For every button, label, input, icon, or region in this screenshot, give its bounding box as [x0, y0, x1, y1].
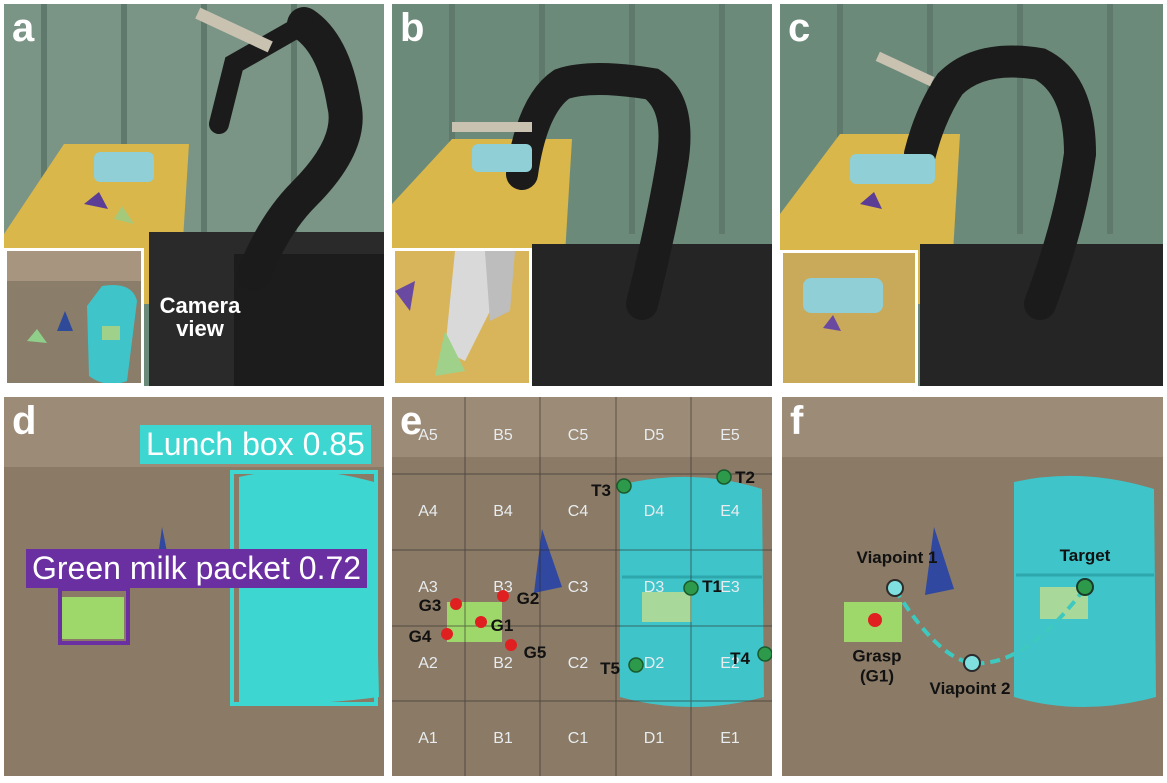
grid-cell-e4: E4 [720, 503, 740, 520]
grasp-label-g3: G3 [418, 596, 442, 615]
grid-cell-c2: C2 [567, 655, 589, 672]
target-label-t2: T2 [735, 468, 755, 487]
grid-cell-a3: A3 [418, 579, 438, 596]
panel-d: Lunch box 0.85 Green milk packet 0.72 d [4, 397, 384, 776]
panel-f-photo [782, 397, 1163, 776]
panel-label-a: a [12, 6, 35, 50]
milk-packet-bbox [58, 587, 130, 645]
grid-cell-c4: C4 [567, 503, 589, 520]
grasp-point [868, 613, 882, 627]
viapoint-2-label: Viapoint 2 [929, 678, 1011, 698]
target-label-t4: T4 [730, 649, 750, 668]
grid-cell-e3: E3 [720, 579, 740, 596]
grasp-g1-label: Grasp (G1) [852, 647, 901, 688]
panel-b: b [392, 4, 772, 386]
grid-cell-b1: B1 [493, 730, 513, 747]
grid-cell-e1: E1 [720, 730, 740, 747]
grid-cell-e5: E5 [720, 427, 740, 444]
grasp-label-g2: G2 [516, 589, 540, 608]
grid-cell-d1: D1 [643, 730, 665, 747]
panel-c: c [780, 4, 1163, 386]
grasp-label-g1: G1 [490, 616, 514, 635]
panel-label-f: f [790, 399, 804, 443]
viapoint-1-label: Viapoint 1 [856, 547, 938, 567]
grid-cell-b2: B2 [493, 655, 513, 672]
grid-cell-c3: C3 [567, 579, 589, 596]
panel-label-b: b [400, 6, 425, 50]
target-marker [1076, 578, 1094, 596]
panel-a: Camera view a [4, 4, 384, 386]
grid-cell-b5: B5 [493, 427, 513, 444]
camera-view-inset [4, 248, 144, 386]
grid-cell-a5: A5 [418, 427, 438, 444]
target-point-t5 [628, 657, 644, 673]
target-point-t3 [616, 478, 632, 494]
grasp-point-g4 [441, 628, 453, 640]
target-label-t5: T5 [600, 659, 620, 678]
panel-e-photo [392, 397, 772, 776]
grid-cell-d5: D5 [643, 427, 665, 444]
grasp-label-line2: (G1) [859, 667, 894, 686]
viapoint-1-marker [886, 579, 904, 597]
lunch-box-detection-label: Lunch box 0.85 [140, 425, 371, 465]
panel-e: A5 B5 C5 D5 E5 A4 B4 C4 D4 E4 A3 B3 C3 D3 E3 A2 B2 C2 D2 E2… [392, 397, 772, 776]
target-point-t1 [683, 580, 699, 596]
grid-cell-c5: C5 [567, 427, 589, 444]
camera-caption-line2: view [176, 316, 224, 342]
grid-cell-d4: D4 [643, 503, 665, 520]
panel-label-c: c [788, 6, 811, 50]
camera-view-caption: Camera view [150, 294, 250, 340]
grid-cell-c1: C1 [567, 730, 589, 747]
milk-packet-detection-label: Green milk packet 0.72 [26, 549, 368, 589]
grasp-label-g5: G5 [523, 643, 547, 662]
grasp-label-line1: Grasp [852, 646, 902, 666]
panel-label-d: d [12, 399, 37, 443]
grasp-label-g4: G4 [408, 627, 432, 646]
grid-cell-e2: E2 [720, 655, 740, 672]
gripper-closeup-inset [392, 248, 532, 386]
grasp-point-g2 [497, 590, 509, 602]
grasp-point-g3 [450, 598, 462, 610]
grasp-point-g5 [505, 639, 517, 651]
target-label-t3: T3 [591, 481, 611, 500]
target-label: Target [1059, 545, 1111, 565]
grid-cell-b3: B3 [493, 579, 513, 596]
grid-cell-b4: B4 [493, 503, 513, 520]
target-point-t4 [757, 646, 772, 662]
grasp-target-points [441, 469, 772, 673]
grid-cell-a2: A2 [418, 655, 438, 672]
grid-overlay [392, 397, 772, 776]
panel-a-photo [4, 4, 384, 386]
target-label-t1: T1 [702, 577, 722, 596]
camera-caption-line1: Camera [159, 293, 241, 318]
viapoint-2-marker [963, 654, 981, 672]
grid-cell-a1: A1 [418, 730, 438, 747]
placement-inset [780, 250, 918, 386]
grasp-point-g1 [475, 616, 487, 628]
panel-label-e: e [400, 399, 423, 443]
panel-f: Viapoint 1 Target Viapoint 2 Grasp (G1) … [782, 397, 1163, 776]
grid-cell-d2: D2 [643, 655, 665, 672]
target-point-t2 [716, 469, 732, 485]
grid-cell-d3: D3 [643, 579, 665, 596]
grid-cell-a4: A4 [418, 503, 438, 520]
